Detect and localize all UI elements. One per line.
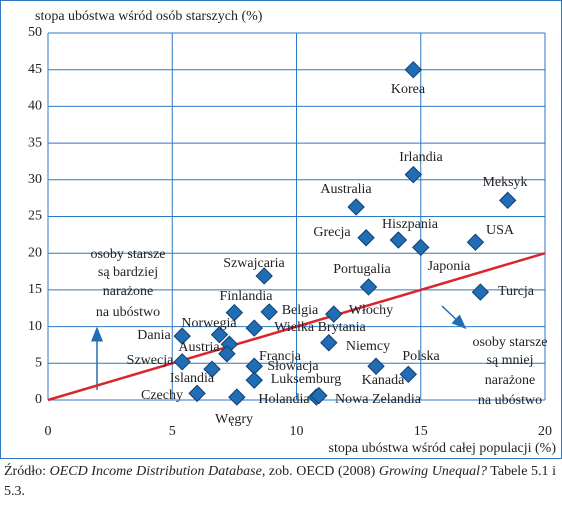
x-tick-label: 5 [169, 424, 176, 439]
source-text: , zob. OECD (2008) [261, 464, 379, 479]
source-text: Tabele 5.1 i 5.3. [4, 464, 556, 499]
point-label: Nowa Zelandia [335, 392, 422, 407]
marker [471, 283, 490, 301]
y-tick-label: 15 [28, 282, 42, 297]
point-label: Dania [137, 328, 171, 343]
point-label: Finlandia [220, 289, 274, 304]
y-tick-label: 0 [35, 392, 42, 407]
point-label: Włochy [349, 303, 393, 318]
marker [404, 60, 423, 79]
annotation: narażone [485, 373, 536, 388]
x-tick-label: 20 [538, 424, 552, 439]
marker [225, 303, 244, 322]
marker [357, 229, 375, 247]
marker [210, 325, 229, 344]
source-text: Growing Unequal? [378, 464, 487, 479]
point-label: Irlandia [399, 150, 443, 165]
chart: stopa ubóstwa wśród osób starszych (%) s… [0, 0, 562, 459]
point-label: Szwecja [127, 353, 174, 368]
annotation: na ubóstwo [478, 393, 542, 408]
y-tick-label: 10 [28, 319, 42, 334]
x-axis-title: stopa ubóstwa wśród całej populacji (%) [329, 441, 557, 456]
point-label: Australia [320, 182, 372, 197]
marker [188, 384, 206, 403]
point-label: Niemcy [346, 339, 390, 354]
marker [399, 365, 418, 384]
source-note: Źródło: OECD Income Distribution Databas… [4, 462, 556, 502]
marker [310, 386, 328, 405]
point-label: Belgia [282, 303, 319, 318]
point-label: Hiszpania [382, 217, 439, 232]
annotation: narażone [103, 284, 154, 299]
y-tick-label: 30 [28, 172, 42, 187]
point-label: Polska [402, 349, 440, 364]
x-tick-label: 0 [45, 424, 52, 439]
x-tick-label: 10 [290, 424, 304, 439]
reference-line [47, 252, 546, 402]
y-tick-label: 50 [28, 25, 42, 40]
marker [389, 231, 408, 249]
point-label: Czechy [141, 388, 183, 403]
point-label: Portugalia [333, 262, 391, 277]
y-tick-label: 25 [28, 209, 42, 224]
point-label: Grecja [313, 225, 351, 240]
marker [412, 238, 430, 257]
point-label: Turcja [498, 284, 535, 299]
marker [359, 278, 378, 296]
annotation: są mniej [486, 353, 533, 368]
point-label: Austria [178, 340, 220, 355]
marker [347, 198, 365, 216]
point-label: Węgry [215, 412, 253, 427]
point-label: Kanada [362, 373, 406, 388]
y-tick-label: 5 [35, 356, 42, 371]
point-label: Holandia [258, 392, 310, 407]
marker [260, 303, 278, 321]
point-label: Szwajcaria [223, 256, 285, 271]
point-label: Norwegia [181, 316, 237, 331]
point-label: Meksyk [482, 175, 527, 190]
point-label: Japonia [428, 259, 472, 274]
y-axis-title: stopa ubóstwa wśród osób starszych (%) [35, 9, 263, 24]
y-tick-label: 35 [28, 135, 42, 150]
marker [367, 357, 385, 375]
marker [228, 388, 246, 406]
y-tick-label: 40 [28, 99, 42, 114]
source-text: OECD Income Distribution Database [49, 464, 262, 479]
point-label: Korea [391, 82, 426, 97]
marker [173, 327, 191, 345]
marker [499, 191, 517, 210]
point-label: Luksemburg [271, 372, 342, 387]
marker [404, 165, 423, 184]
y-tick-label: 20 [28, 245, 42, 260]
annotation: osoby starsze [472, 335, 547, 350]
marker [218, 345, 236, 363]
marker [203, 360, 221, 378]
point-label: Islandia [170, 371, 215, 386]
x-tick-label: 15 [414, 424, 428, 439]
marker [245, 371, 263, 389]
annotation: na ubóstwo [96, 305, 160, 320]
arrow [441, 305, 467, 330]
marker [255, 267, 273, 285]
source-text: Źródło: [4, 464, 50, 479]
marker [325, 305, 343, 323]
point-label: Słowacja [267, 359, 319, 374]
point-label: USA [486, 223, 515, 238]
y-tick-label: 45 [28, 62, 42, 77]
marker [466, 233, 485, 251]
point-label: Francja [259, 349, 302, 364]
marker [320, 334, 338, 352]
annotation: osoby starsze [90, 247, 165, 262]
annotation: są bardziej [98, 265, 158, 280]
point-label: Wielka Brytania [274, 320, 366, 335]
marker [245, 319, 263, 337]
marker [173, 353, 191, 371]
